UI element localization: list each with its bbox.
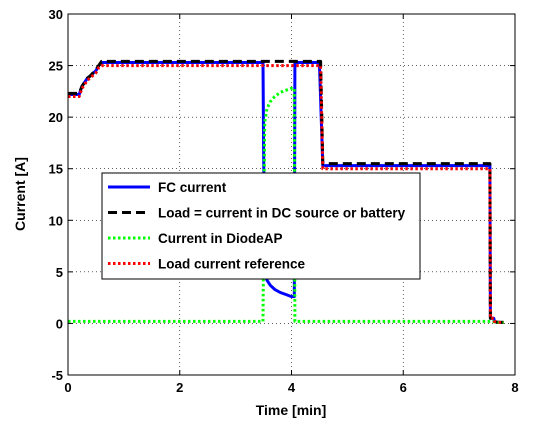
y-tick-label: 15	[49, 162, 63, 177]
x-tick-label: 0	[64, 380, 71, 395]
y-axis-label: Current [A]	[12, 157, 28, 231]
y-tick-label: 10	[49, 213, 63, 228]
y-tick-label: 25	[49, 59, 63, 74]
x-tick-label: 4	[288, 380, 296, 395]
y-tick-label: 30	[49, 7, 63, 22]
y-tick-label: 5	[56, 265, 63, 280]
legend-entry-label: FC current	[158, 180, 227, 195]
y-tick-label: 0	[56, 316, 63, 331]
legend-box	[101, 172, 421, 280]
plot-series	[68, 59, 504, 324]
y-tick-label: 20	[49, 110, 63, 125]
legend-entry-label: Load = current in DC source or battery	[158, 206, 406, 221]
x-tick-label: 8	[511, 380, 518, 395]
legend-entry-label: Current in DiodeAP	[158, 231, 283, 246]
y-tick-label: -5	[51, 368, 63, 383]
x-tick-label: 6	[400, 380, 407, 395]
x-axis-label: Time [min]	[256, 402, 327, 418]
legend: FC current Load = current in DC source or…	[101, 172, 421, 280]
x-tick-label: 2	[176, 380, 183, 395]
series-line-3	[68, 86, 504, 324]
legend-entry-label: Load current reference	[158, 257, 306, 272]
series-line-2	[68, 59, 504, 324]
